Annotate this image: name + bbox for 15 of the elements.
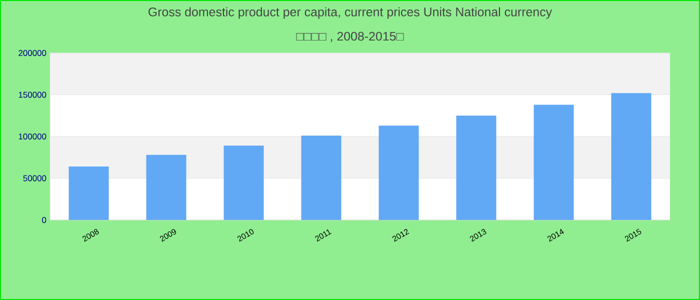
bar: [224, 146, 264, 220]
bar: [534, 104, 574, 220]
bar: [146, 154, 186, 220]
bar: [301, 136, 342, 220]
chart-subtitle: □□□□ , 2008-2015□: [296, 32, 404, 42]
chart-title: Gross domestic product per capita, current prices Units National currency: [148, 7, 552, 19]
bar: [611, 93, 652, 220]
y-tick-label: 150000: [18, 92, 46, 98]
y-tick-label: 0: [42, 217, 46, 223]
y-tick-label: 50000: [23, 175, 46, 182]
y-tick-label: 100000: [18, 134, 46, 140]
bar: [378, 126, 419, 220]
bar: [68, 166, 109, 220]
bar: [456, 116, 496, 220]
y-tick-label: 200000: [18, 50, 46, 56]
